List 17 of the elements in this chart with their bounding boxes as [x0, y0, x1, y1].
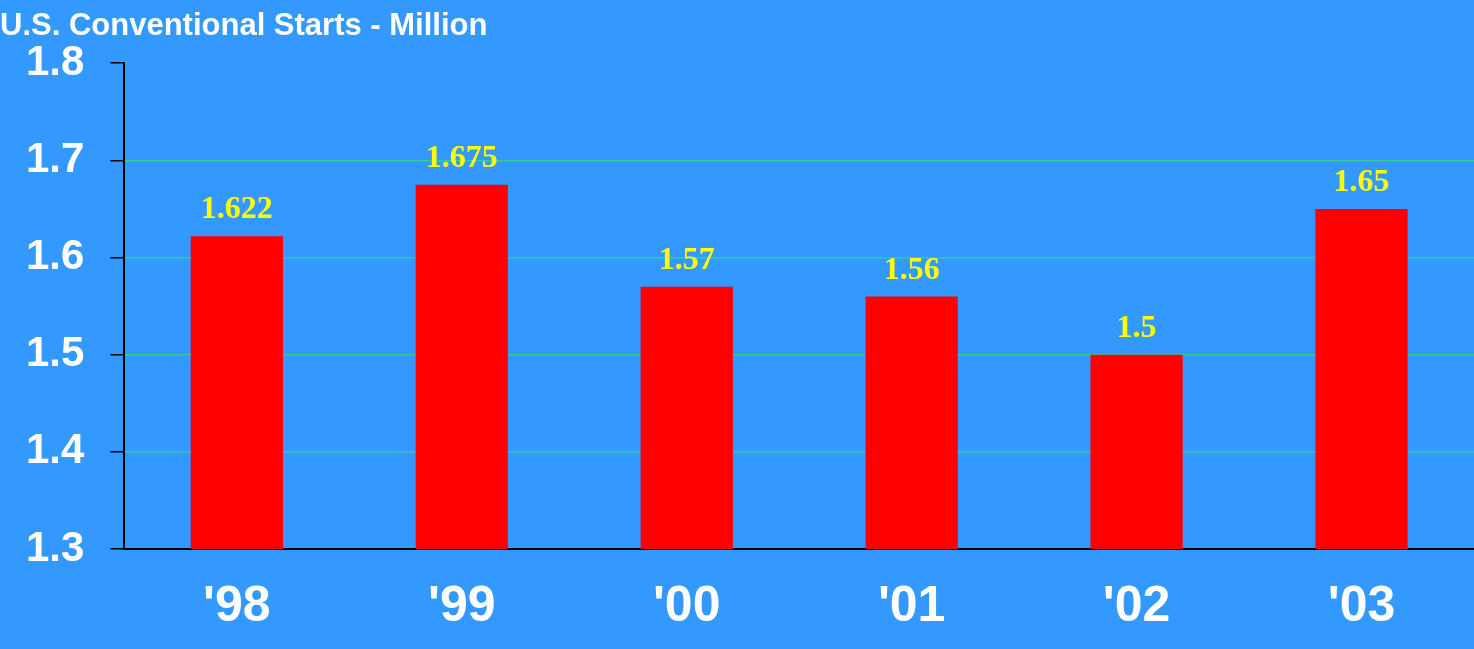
y-tick-label: 1.6: [26, 231, 85, 279]
data-label: 1.5: [1116, 307, 1157, 344]
y-tick-label: 1.7: [26, 133, 85, 181]
y-tick-label: 1.3: [26, 522, 85, 570]
data-label: 1.56: [883, 249, 940, 286]
data-label: 1.622: [200, 189, 273, 226]
data-label: 1.675: [425, 137, 498, 174]
x-tick-label: '03: [1327, 575, 1396, 632]
x-tick-label: '98: [203, 575, 271, 632]
x-tick-label: '01: [877, 575, 946, 632]
x-tick-label: '00: [652, 575, 721, 632]
y-tick-label: 1.4: [26, 425, 86, 473]
data-label: 1.65: [1333, 162, 1390, 199]
y-tick-label: 1.5: [26, 328, 85, 376]
x-tick-label: '99: [428, 575, 496, 632]
data-label: 1.57: [658, 239, 715, 276]
x-tick-label: '02: [1102, 575, 1171, 632]
